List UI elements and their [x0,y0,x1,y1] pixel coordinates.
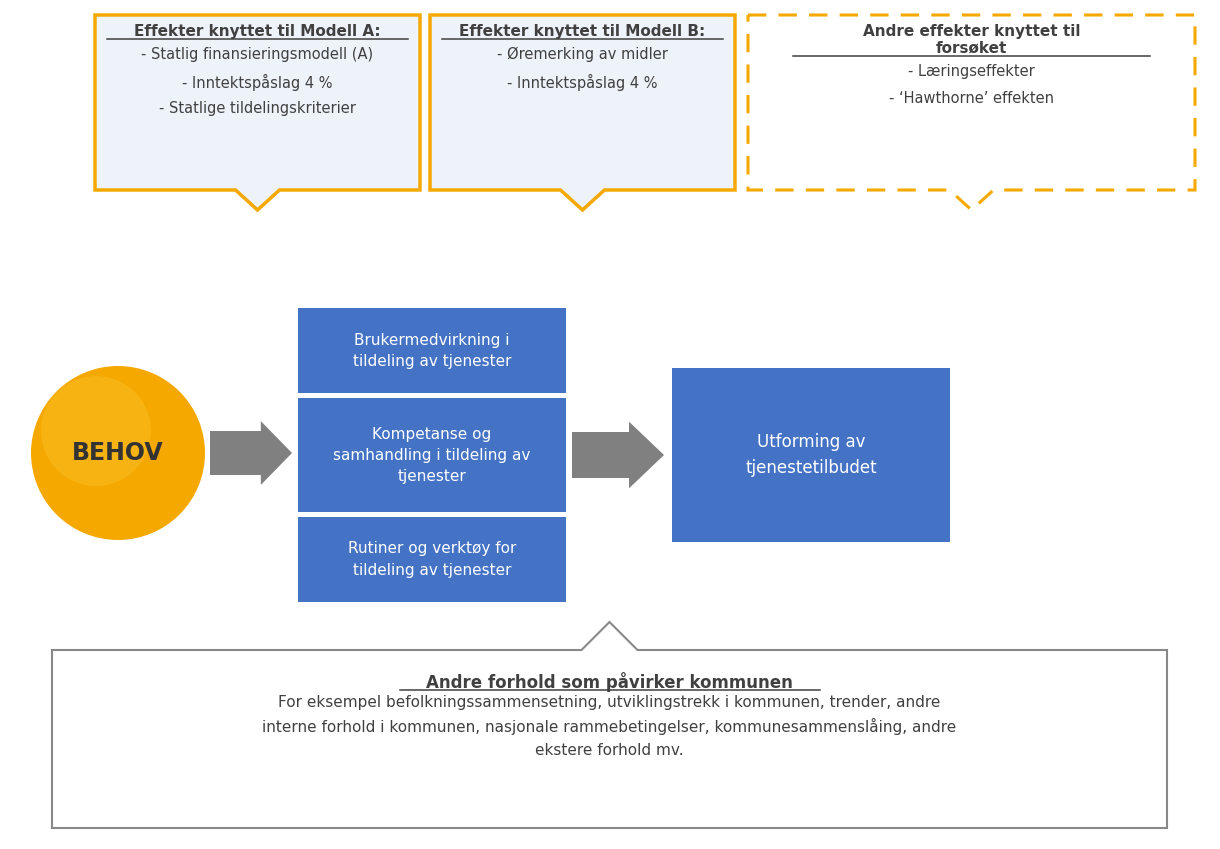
Text: - Læringseffekter: - Læringseffekter [908,64,1035,79]
Text: - Statlige tildelingskriterier: - Statlige tildelingskriterier [159,101,356,116]
Polygon shape [429,15,734,210]
Text: Effekter knyttet til Modell B:: Effekter knyttet til Modell B: [460,24,705,39]
Text: Kompetanse og
samhandling i tildeling av
tjenester: Kompetanse og samhandling i tildeling av… [333,426,531,483]
Text: Utforming av
tjenestetilbudet: Utforming av tjenestetilbudet [745,433,877,477]
Text: forsøket: forsøket [936,40,1008,55]
Bar [672,368,950,542]
Polygon shape [572,422,664,488]
Circle shape [41,376,151,486]
Text: BEHOV: BEHOV [72,441,163,465]
Circle shape [30,366,205,540]
Text: - Inntektspåslag 4 %: - Inntektspåslag 4 % [182,74,333,91]
Text: Brukermedvirkning i
tildeling av tjenester: Brukermedvirkning i tildeling av tjenest… [353,333,511,368]
Bar [298,517,566,602]
Text: - Inntektspåslag 4 %: - Inntektspåslag 4 % [508,74,658,91]
Text: Rutiner og verktøy for
tildeling av tjenester: Rutiner og verktøy for tildeling av tjen… [348,542,516,577]
Text: For eksempel befolkningssammensetning, utviklingstrekk i kommunen, trender, andr: For eksempel befolkningssammensetning, u… [262,695,956,757]
Bar [298,308,566,393]
Text: Effekter knyttet til Modell A:: Effekter knyttet til Modell A: [134,24,381,39]
Polygon shape [95,15,420,210]
Bar [298,398,566,512]
Polygon shape [210,421,292,485]
Text: - ‘Hawthorne’ effekten: - ‘Hawthorne’ effekten [889,91,1054,106]
Polygon shape [748,15,1196,210]
Text: - Øremerking av midler: - Øremerking av midler [497,47,667,62]
Polygon shape [52,622,1168,828]
Text: Andre effekter knyttet til: Andre effekter knyttet til [863,24,1080,39]
Text: - Statlig finansieringsmodell (A): - Statlig finansieringsmodell (A) [142,47,373,62]
Text: Andre forhold som påvirker kommunen: Andre forhold som påvirker kommunen [426,672,793,692]
